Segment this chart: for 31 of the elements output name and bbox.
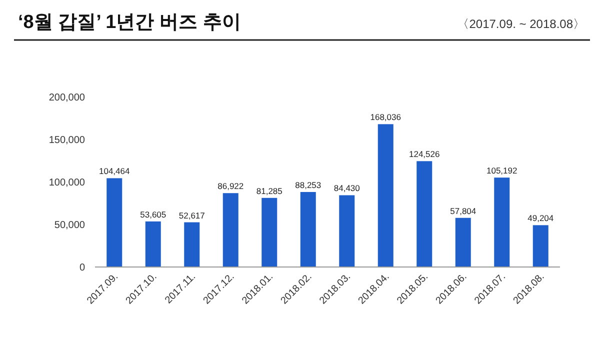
bar xyxy=(262,198,278,267)
data-label: 81,285 xyxy=(256,186,283,196)
data-label: 52,617 xyxy=(178,210,206,220)
bar xyxy=(145,221,161,267)
chart-subtitle: 〈2017.09. ~ 2018.08〉 xyxy=(457,17,585,31)
data-label: 57,804 xyxy=(450,206,476,216)
y-tick-label: 200,000 xyxy=(48,92,86,104)
y-tick-label: 0 xyxy=(79,262,86,274)
bar xyxy=(532,225,548,267)
bar xyxy=(106,178,122,267)
bar xyxy=(455,218,471,267)
data-label: 168,036 xyxy=(370,112,402,122)
bar xyxy=(300,192,316,267)
bar xyxy=(184,222,200,267)
y-tick-label: 50,000 xyxy=(54,220,86,231)
bar xyxy=(494,178,510,267)
bar xyxy=(339,195,355,267)
data-label: 88,253 xyxy=(295,180,322,190)
data-label: 49,204 xyxy=(528,213,554,224)
chart-title: ‘8월 갑질’ 1년간 버즈 추이 xyxy=(18,12,241,33)
bar xyxy=(378,124,394,267)
data-label: 86,922 xyxy=(218,181,244,192)
data-label: 53,605 xyxy=(140,209,166,220)
data-label: 104,464 xyxy=(99,166,130,176)
bar xyxy=(222,193,238,267)
data-label: 105,192 xyxy=(486,166,518,176)
data-label: 124,526 xyxy=(409,149,440,160)
data-label: 84,430 xyxy=(334,183,360,194)
y-tick-label: 150,000 xyxy=(48,135,86,146)
y-tick-label: 100,000 xyxy=(48,178,86,188)
bar xyxy=(416,161,432,267)
